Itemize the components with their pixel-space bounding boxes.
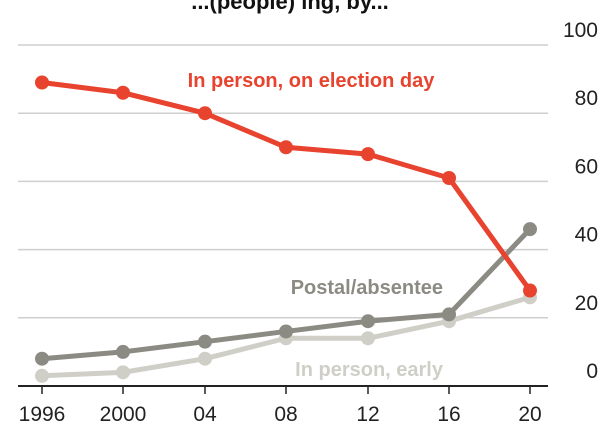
x-tick-label: 16	[437, 403, 460, 426]
data-point	[523, 222, 537, 237]
y-tick-label: 80	[575, 87, 598, 110]
series-labels: In person, on election day Postal/absente…	[188, 70, 444, 381]
data-point	[279, 324, 293, 339]
data-point	[198, 351, 212, 366]
x-tick-label: 20	[518, 403, 541, 426]
chart-title-fragment: ...(people) ing, by...	[191, 0, 389, 14]
data-point	[442, 170, 456, 185]
x-tick-label: 12	[356, 403, 379, 426]
data-point	[116, 344, 130, 359]
series-label-1: Postal/absentee	[291, 277, 443, 299]
series-label-2: In person, early	[295, 359, 444, 381]
data-point	[279, 140, 293, 155]
y-tick-label: 20	[575, 292, 598, 315]
x-tick-label: 04	[193, 403, 217, 426]
x-tick-label: 08	[274, 403, 297, 426]
data-point	[361, 314, 375, 329]
data-point	[116, 85, 130, 100]
y-axis-ticks: 100 80 60 40 20 0	[563, 19, 598, 383]
x-tick-label: 2000	[100, 403, 147, 426]
series-points	[35, 75, 537, 383]
x-tick-label: 1996	[19, 403, 66, 426]
y-tick-label: 40	[575, 224, 598, 247]
data-point	[361, 147, 375, 162]
gridlines	[18, 44, 548, 319]
y-tick-label: 100	[563, 19, 598, 42]
data-point	[198, 106, 212, 121]
y-tick-label: 60	[575, 155, 598, 178]
y-tick-label: 0	[586, 360, 598, 383]
data-point	[35, 75, 49, 90]
data-point	[35, 351, 49, 366]
x-axis: 1996 2000 04 08 12 16 20	[18, 385, 548, 426]
data-point	[442, 307, 456, 322]
series-label-0: In person, on election day	[188, 70, 436, 92]
data-point	[35, 368, 49, 383]
data-point	[116, 365, 130, 380]
data-point	[198, 334, 212, 349]
data-point	[361, 331, 375, 346]
data-point	[523, 283, 537, 298]
